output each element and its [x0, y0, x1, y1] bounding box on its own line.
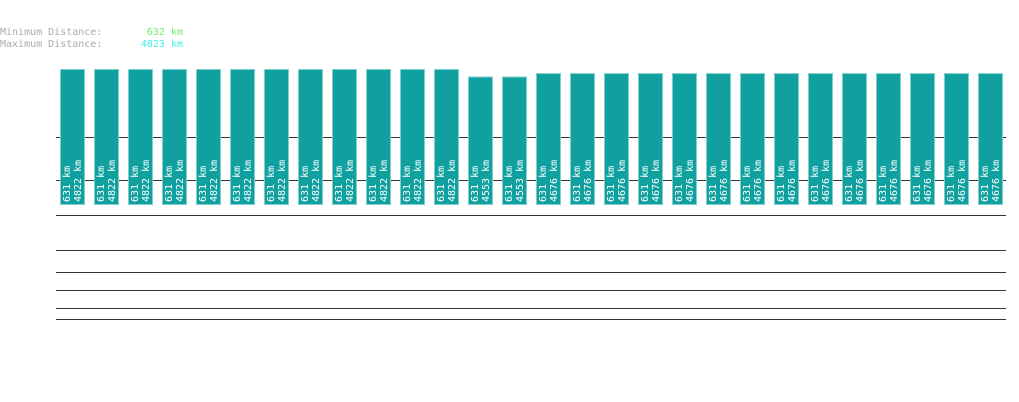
max-label: 4676 km: [923, 160, 934, 202]
min-label: 631 km: [198, 166, 209, 202]
min-label: 631 km: [946, 166, 957, 202]
max-label: 4676 km: [651, 160, 662, 202]
bar: [298, 68, 323, 206]
min-label: 631 km: [164, 166, 175, 202]
min-label: 631 km: [708, 166, 719, 202]
max-value: 4823 km: [141, 39, 183, 50]
bar: [876, 73, 901, 205]
bar: [604, 73, 629, 205]
bar: [162, 68, 187, 206]
min-label: 631 km: [300, 166, 311, 202]
max-label: 4676 km: [821, 160, 832, 202]
bar: [196, 68, 221, 206]
min-label: 631 km: [368, 166, 379, 202]
max-label: 4822 km: [243, 160, 254, 202]
max-label: 4822 km: [107, 160, 118, 202]
min-label: 631 km: [810, 166, 821, 202]
max-label: 4822 km: [447, 160, 458, 202]
min-label: 631 km: [572, 166, 583, 202]
bar: [944, 73, 969, 205]
bar: [740, 73, 765, 205]
max-label: 4822 km: [209, 160, 220, 202]
bar: [808, 73, 833, 205]
bar: [60, 68, 85, 206]
bar: [332, 68, 357, 206]
min-label: 631 km: [776, 166, 787, 202]
bar: [910, 73, 935, 205]
max-label: 4553 km: [515, 160, 526, 202]
max-label: 4822 km: [345, 160, 356, 202]
max-label: 4676 km: [787, 160, 798, 202]
max-caption: Maximum Distance:: [0, 39, 102, 50]
bar: [774, 73, 799, 205]
bar: [502, 76, 527, 205]
min-label: 631 km: [96, 166, 107, 202]
max-label: 4676 km: [685, 160, 696, 202]
bar: [230, 68, 255, 206]
max-label: 4822 km: [73, 160, 84, 202]
min-label: 631 km: [232, 166, 243, 202]
min-caption: Minimum Distance:: [0, 27, 102, 38]
min-label: 631 km: [266, 166, 277, 202]
max-label: 4822 km: [379, 160, 390, 202]
bar: [536, 73, 561, 205]
min-label: 631 km: [538, 166, 549, 202]
bar: [468, 76, 493, 205]
bar: [978, 73, 1003, 205]
bar: [366, 68, 391, 206]
max-label: 4822 km: [141, 160, 152, 202]
max-label: 4676 km: [855, 160, 866, 202]
min-value: 632 km: [147, 27, 183, 38]
min-label: 631 km: [504, 166, 515, 202]
bar: [264, 68, 289, 206]
bar: [842, 73, 867, 205]
max-label: 4676 km: [583, 160, 594, 202]
min-label: 631 km: [980, 166, 991, 202]
min-label: 631 km: [844, 166, 855, 202]
min-label: 631 km: [470, 166, 481, 202]
bar: [570, 73, 595, 205]
min-label: 631 km: [334, 166, 345, 202]
max-label: 4676 km: [991, 160, 1002, 202]
min-label: 631 km: [878, 166, 889, 202]
bar: [94, 68, 119, 206]
max-label: 4822 km: [277, 160, 288, 202]
min-label: 631 km: [402, 166, 413, 202]
max-label: 4676 km: [549, 160, 560, 202]
bar: [400, 68, 425, 206]
bar: [434, 68, 459, 206]
min-label: 631 km: [130, 166, 141, 202]
min-label: 631 km: [62, 166, 73, 202]
max-label: 4676 km: [617, 160, 628, 202]
bar: [638, 73, 663, 205]
max-label: 4676 km: [957, 160, 968, 202]
max-label: 4676 km: [719, 160, 730, 202]
min-label: 631 km: [436, 166, 447, 202]
bar: [706, 73, 731, 205]
min-label: 631 km: [640, 166, 651, 202]
max-label: 4822 km: [175, 160, 186, 202]
min-label: 631 km: [742, 166, 753, 202]
max-label: 4822 km: [413, 160, 424, 202]
min-label: 631 km: [674, 166, 685, 202]
max-label: 4553 km: [481, 160, 492, 202]
min-label: 631 km: [606, 166, 617, 202]
min-label: 631 km: [912, 166, 923, 202]
max-label: 4676 km: [753, 160, 764, 202]
max-label: 4676 km: [889, 160, 900, 202]
max-label: 4822 km: [311, 160, 322, 202]
bar: [672, 73, 697, 205]
bar: [128, 68, 153, 206]
